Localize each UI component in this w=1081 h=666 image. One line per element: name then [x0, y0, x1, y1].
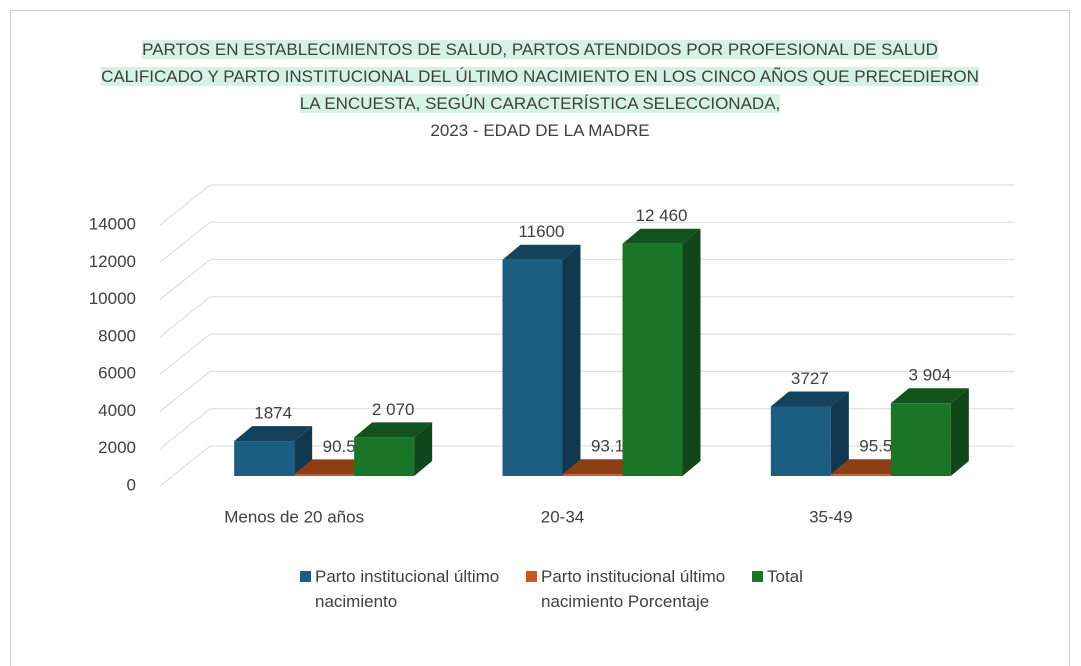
y-tick-label: 0 — [127, 475, 136, 494]
data-label: 93.1 — [591, 437, 624, 456]
grid-line — [159, 445, 1015, 487]
data-label: 12 460 — [636, 206, 688, 225]
grid-line — [159, 259, 1015, 300]
data-label: 95.5 — [859, 437, 892, 456]
y-tick-label: 14000 — [89, 214, 136, 233]
bar-face — [830, 459, 909, 475]
y-tick-label: 6000 — [98, 364, 136, 383]
legend-swatch — [752, 571, 763, 582]
bar-face — [770, 406, 831, 476]
x-tick-label: Menos de 20 años — [224, 507, 364, 526]
bar-face — [354, 437, 415, 476]
y-tick-label: 12000 — [89, 252, 136, 271]
bar-face — [234, 426, 313, 442]
data-label: 1874 — [254, 404, 292, 423]
y-tick-label: 2000 — [98, 438, 136, 457]
bar-face — [562, 474, 623, 476]
legend-label: Total — [767, 567, 803, 586]
bar-face — [682, 228, 701, 476]
chart-card — [10, 10, 1070, 666]
bar-face — [830, 474, 891, 476]
y-tick-label: 8000 — [98, 326, 136, 345]
grid-line — [159, 408, 1015, 450]
x-tick-label: 35-49 — [809, 507, 852, 526]
bar-face — [622, 228, 701, 244]
bar-face — [770, 391, 849, 407]
grid-line — [159, 333, 1015, 375]
bar-face — [622, 243, 683, 476]
grid-line — [159, 296, 1015, 338]
legend-label: Parto institucional último nacimiento Po… — [541, 567, 726, 611]
bar-face — [502, 244, 581, 260]
grid-line — [159, 184, 1015, 226]
legend-item: Parto institucional último nacimiento Po… — [526, 564, 731, 614]
legend-item: Parto institucional último nacimiento — [300, 564, 505, 614]
grid-line — [159, 370, 1015, 412]
bar — [354, 422, 433, 476]
bar — [622, 228, 701, 476]
bar-face — [890, 403, 951, 476]
bar-face — [890, 388, 969, 404]
bar-face — [830, 391, 849, 476]
y-tick-label: 4000 — [98, 401, 136, 420]
legend-swatch — [526, 571, 537, 582]
bar — [890, 388, 969, 476]
data-label: 90.5 — [323, 437, 356, 456]
chart-subtitle: 2023 - EDAD DE LA MADRE — [430, 121, 650, 140]
bar-face — [234, 441, 295, 476]
legend-label: Parto institucional último nacimiento — [315, 567, 500, 611]
grid-line — [159, 221, 1015, 263]
bar-face — [950, 388, 969, 476]
bar — [234, 426, 313, 476]
bar — [502, 244, 581, 476]
data-label: 11600 — [518, 222, 564, 241]
chart-title-block: PARTOS EN ESTABLECIMIENTOS DE SALUD, PAR… — [100, 36, 980, 144]
bar-face — [562, 244, 581, 476]
data-label: 2 070 — [372, 400, 415, 419]
bar — [770, 391, 849, 476]
legend-swatch — [300, 571, 311, 582]
data-label: 3727 — [791, 369, 829, 388]
bar-face — [414, 422, 433, 476]
data-label: 3 904 — [909, 366, 952, 385]
bar-face — [354, 422, 433, 438]
x-tick-label: 20-34 — [541, 507, 584, 526]
y-tick-label: 10000 — [89, 289, 136, 308]
legend-item: Total — [752, 564, 803, 589]
bar-face — [502, 259, 563, 476]
bar-face — [294, 459, 373, 475]
bar-face — [562, 459, 641, 475]
bar-face — [294, 474, 355, 476]
